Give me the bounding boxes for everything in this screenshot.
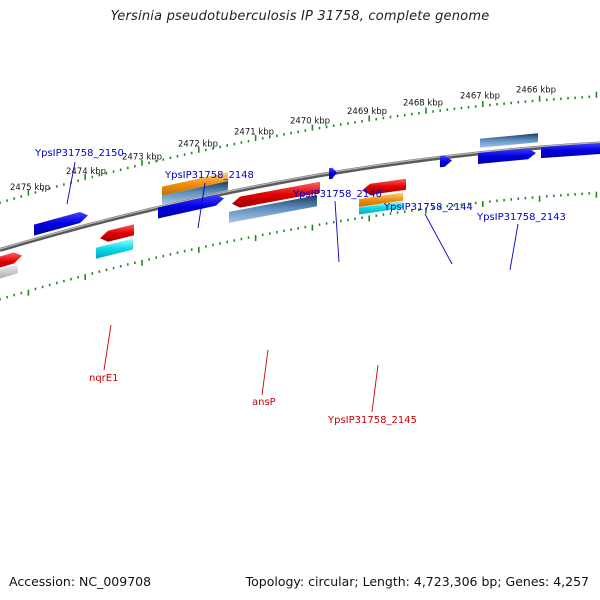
backbone-highlight — [0, 141, 600, 250]
cds-red-nqrE1 — [100, 224, 134, 242]
leader-line — [197, 182, 206, 229]
cds-blue-2146 — [329, 167, 337, 180]
kbp-label: 2474 kbp — [66, 167, 106, 177]
map-title: Yersinia pseudotuberculosis IP 31758, co… — [110, 9, 490, 24]
kbp-label: 2470 kbp — [290, 117, 330, 127]
inner-ruler — [0, 191, 598, 301]
gene-label-forward: YpsIP31758_2146 — [292, 189, 382, 200]
kbp-labels: 2475 kbp 2474 kbp 2473 kbp 2472 kbp 2471 kbp… — [10, 86, 556, 193]
leader-line — [424, 213, 453, 265]
leader-line — [334, 200, 340, 263]
topology-text: Topology: circular; Length: 4,723,306 bp… — [245, 574, 589, 589]
gene-features — [0, 133, 600, 279]
leader-line — [371, 364, 379, 413]
gene-label-forward: YpsIP31758_2148 — [164, 170, 254, 181]
kbp-label: 2472 kbp — [178, 139, 218, 149]
gene-cyan-2145 — [359, 201, 403, 215]
ruler-ticks — [0, 91, 598, 301]
kbp-label: 2473 kbp — [122, 153, 162, 163]
cds-red-2145 — [362, 178, 406, 195]
gene-gray-left — [0, 264, 18, 279]
cds-red-ansP — [232, 181, 320, 208]
kbp-label: 2467 kbp — [460, 92, 500, 102]
gene-label-forward: YpsIP31758_2143 — [476, 212, 566, 223]
cds-blue-2148 — [158, 194, 224, 219]
cds-blue-2144 — [440, 155, 452, 168]
gene-label-forward: YpsIP31758_2150 — [34, 148, 124, 159]
leader-line — [261, 349, 269, 396]
cds-blue-right — [541, 143, 600, 159]
gene-orange-2148 — [162, 172, 228, 196]
gene-labels: YpsIP31758_2150 YpsIP31758_2148 YpsIP31758… — [34, 148, 566, 426]
gene-label-reverse: YpsIP31758_2145 — [327, 415, 417, 426]
cds-blue-2143 — [478, 148, 536, 164]
leader-line — [66, 161, 76, 205]
leader-line — [103, 324, 112, 371]
kbp-label: 2466 kbp — [516, 86, 556, 96]
gene-cyan-nqrE1 — [96, 238, 133, 259]
gene-orange-2145 — [359, 192, 403, 207]
kbp-label: 2471 kbp — [234, 127, 274, 137]
gene-label-forward: YpsIP31758_2144 — [383, 202, 473, 213]
cds-blue-2150 — [34, 212, 88, 236]
gene-steel-2143 — [480, 133, 538, 148]
gene-steel-2148 — [162, 181, 228, 205]
leader-line — [509, 223, 519, 271]
gene-label-reverse: nqrE1 — [89, 373, 118, 384]
kbp-label: 2468 kbp — [403, 99, 443, 109]
kbp-label: 2475 kbp — [10, 183, 50, 193]
cds-red-left — [0, 252, 22, 268]
gene-steel-ansP — [229, 195, 317, 223]
kbp-label: 2469 kbp — [347, 107, 387, 117]
gene-label-reverse: ansP — [252, 397, 276, 408]
accession-text: Accession: NC_009708 — [9, 574, 152, 589]
